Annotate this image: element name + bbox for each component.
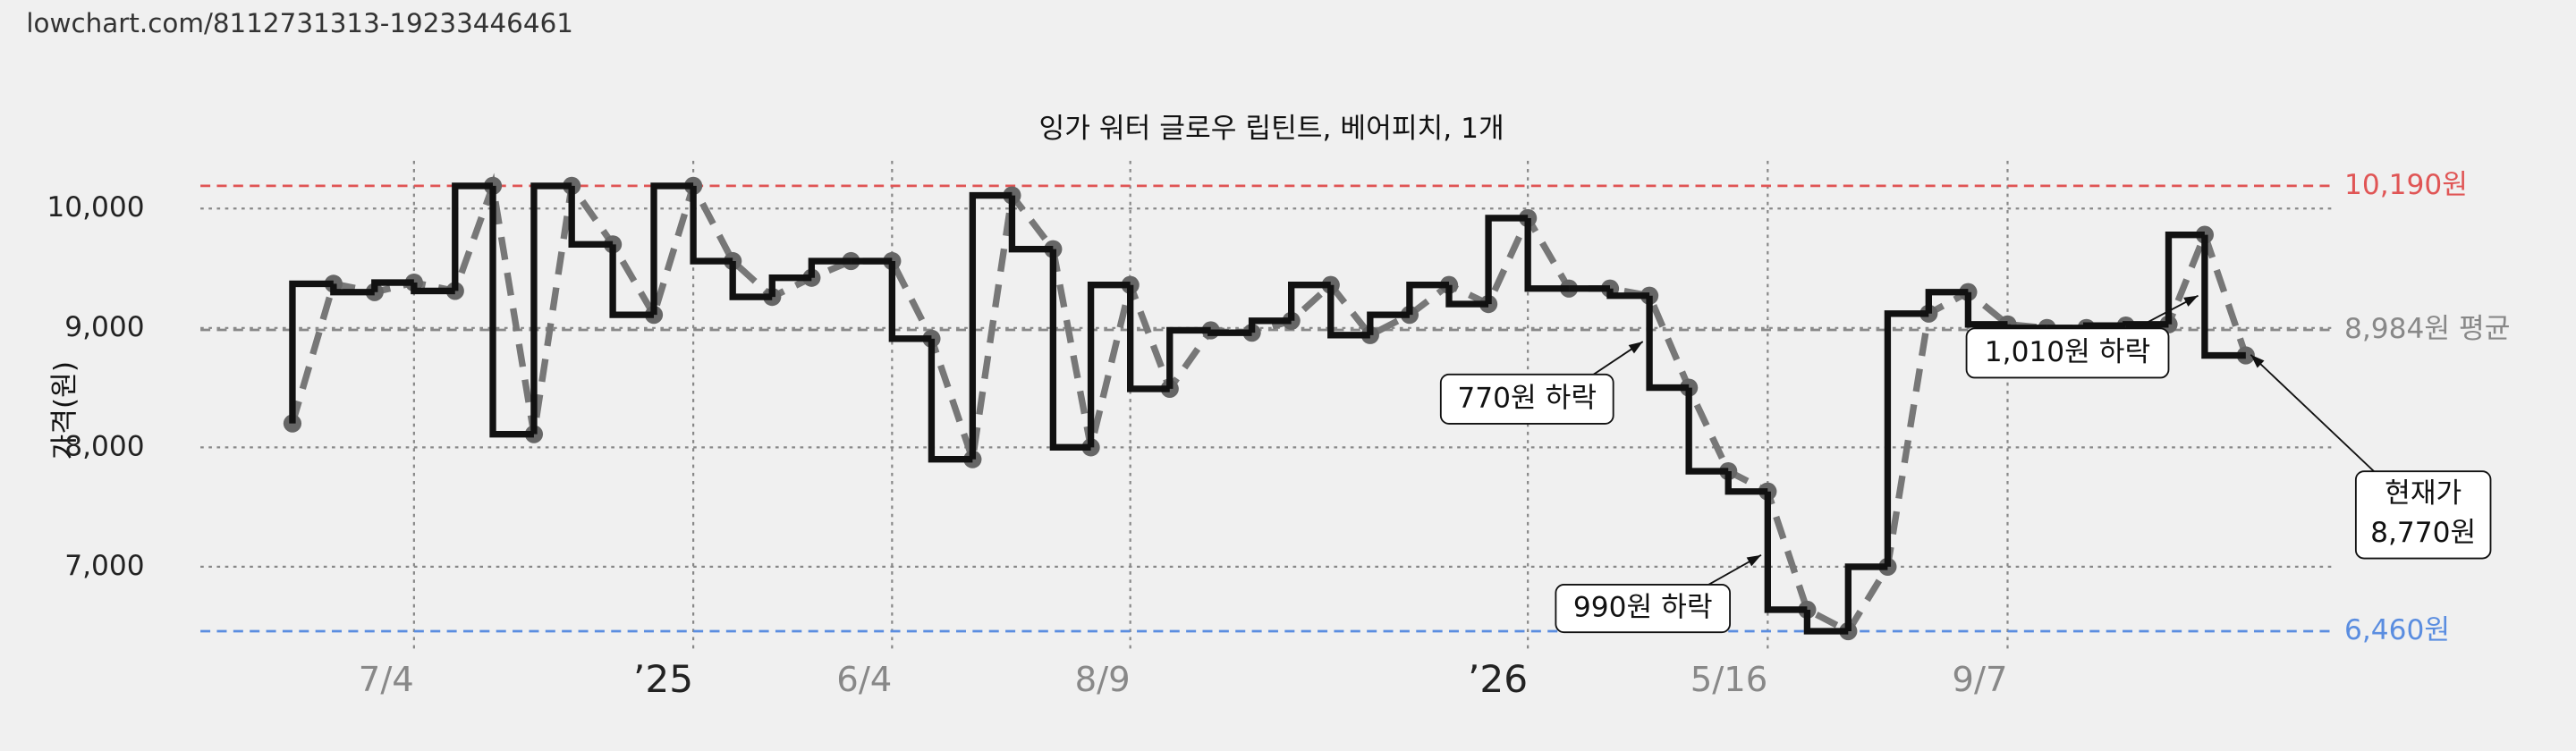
annotation-arrowhead — [2183, 295, 2199, 307]
price-step — [1127, 284, 1170, 392]
price-step — [690, 185, 733, 265]
price-step — [1248, 317, 1292, 333]
price-step — [1288, 282, 1331, 321]
price-step — [969, 191, 1013, 460]
price-step — [1844, 563, 1888, 632]
y-axis-label: 가격(원) — [48, 361, 80, 460]
price-step — [2165, 231, 2205, 325]
y-tick-label: 7,000 — [64, 550, 144, 582]
price-step — [729, 261, 773, 300]
price-step — [2201, 234, 2246, 359]
x-tick-label: 5/16 — [1690, 660, 1768, 700]
price-step — [1764, 491, 1808, 613]
price-step — [1445, 284, 1489, 308]
price-step — [1724, 471, 1768, 495]
price-step — [452, 182, 494, 291]
y-tick-label: 8,000 — [64, 430, 144, 462]
x-tick-label: 8/9 — [1075, 660, 1131, 700]
x-tick-label: ’25 — [633, 657, 693, 701]
price-step — [1087, 282, 1131, 448]
price-step — [768, 274, 812, 298]
annotation-text: 770원 하락 — [1457, 382, 1597, 414]
annotation-arrowhead — [1628, 342, 1643, 354]
url: lowchart.com/8112731313-19233446461 — [26, 8, 573, 38]
annotation-box — [1555, 583, 1731, 634]
price-step — [411, 283, 455, 295]
x-tick-label: 9/7 — [1952, 660, 2007, 700]
price-step — [2082, 322, 2126, 329]
annotation-text: 990원 하락 — [1573, 592, 1713, 624]
price-step — [888, 261, 932, 342]
price-step — [330, 283, 375, 296]
price-step — [1646, 295, 1690, 392]
y-tick-label: 10,000 — [47, 191, 144, 224]
price-step — [1367, 311, 1410, 335]
price-step — [609, 244, 655, 318]
price-step — [1166, 326, 1211, 389]
price-step — [1524, 217, 1570, 292]
annotation-text: 현재가 — [2385, 477, 2462, 510]
reference-label: 10,190원 — [2344, 169, 2468, 201]
annotation-arrowhead — [2250, 354, 2265, 368]
price-step — [650, 182, 694, 316]
reference-label: 8,984원 평균 — [2344, 313, 2510, 345]
price-step — [1406, 282, 1449, 316]
annotation-text: 8,770원 — [2370, 517, 2476, 549]
annotation-box — [1965, 327, 2170, 379]
price-step — [1327, 284, 1370, 339]
x-tick-label: ’26 — [1468, 657, 1528, 701]
price-step — [1884, 310, 1929, 567]
chart-title: 잉가 워터 글로우 립틴트, 베어피치, 1개 — [1039, 113, 1504, 145]
annotation-arrowhead — [1746, 554, 1761, 567]
price-step — [928, 338, 973, 463]
x-tick-label: 6/4 — [836, 660, 892, 700]
price-step — [1803, 609, 1849, 635]
price-step — [1008, 195, 1054, 253]
y-tick-label: 9,000 — [64, 311, 144, 343]
price-step — [1685, 387, 1729, 475]
reference-label: 6,460원 — [2344, 614, 2450, 646]
annotation-text: 1,010원 하락 — [1985, 336, 2150, 368]
price-step — [1606, 288, 1650, 300]
price-step — [1925, 289, 1969, 314]
price-step — [1049, 249, 1091, 451]
price-step — [568, 185, 614, 249]
price-step — [489, 185, 534, 438]
price-step — [371, 279, 414, 292]
price-step — [1964, 291, 2008, 328]
price-step — [530, 182, 572, 435]
price-step — [2004, 324, 2047, 332]
annotation-arrow — [2250, 354, 2375, 472]
price-step — [1208, 329, 1252, 336]
price-step — [808, 257, 852, 278]
price-trend-line — [289, 173, 2250, 636]
x-tick-label: 7/4 — [359, 660, 414, 700]
price-step — [289, 280, 334, 424]
price-step — [1485, 215, 1529, 305]
annotation-box — [2354, 470, 2492, 560]
annotation-box — [1439, 373, 1614, 425]
